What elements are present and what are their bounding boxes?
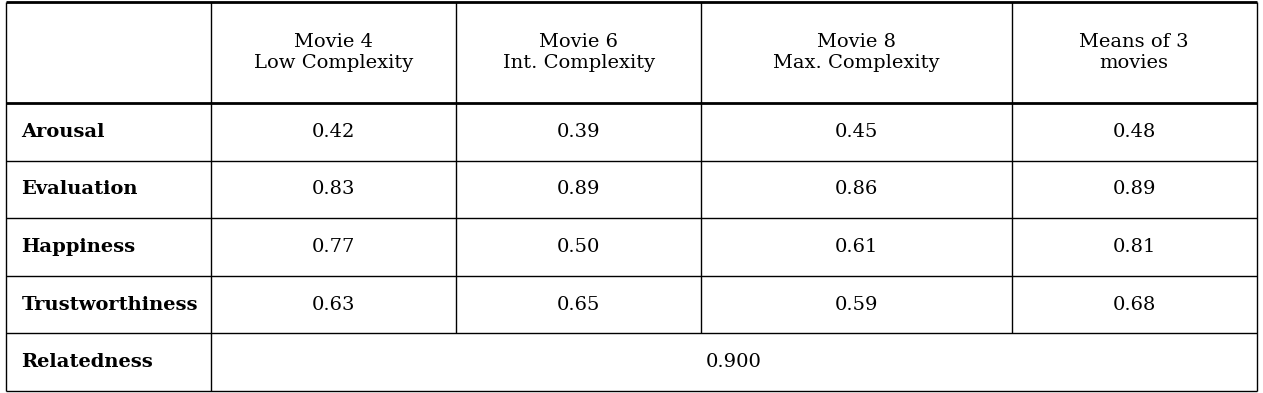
Text: 0.39: 0.39 — [557, 123, 600, 141]
Text: 0.89: 0.89 — [557, 180, 600, 198]
Text: 0.89: 0.89 — [1113, 180, 1156, 198]
Text: Means of 3
movies: Means of 3 movies — [1080, 33, 1188, 72]
Text: 0.65: 0.65 — [557, 296, 600, 314]
Text: 0.42: 0.42 — [312, 123, 355, 141]
Text: 0.68: 0.68 — [1113, 296, 1156, 314]
Text: 0.59: 0.59 — [835, 296, 878, 314]
Text: 0.86: 0.86 — [835, 180, 878, 198]
Text: 0.61: 0.61 — [835, 238, 878, 256]
Text: 0.50: 0.50 — [557, 238, 600, 256]
Text: Happiness: Happiness — [21, 238, 135, 256]
Text: 0.45: 0.45 — [835, 123, 878, 141]
Text: Movie 6
Int. Complexity: Movie 6 Int. Complexity — [503, 33, 654, 72]
Text: 0.48: 0.48 — [1113, 123, 1156, 141]
Text: Relatedness: Relatedness — [21, 353, 153, 371]
Text: 0.83: 0.83 — [312, 180, 356, 198]
Text: Trustworthiness: Trustworthiness — [21, 296, 198, 314]
Text: 0.77: 0.77 — [312, 238, 355, 256]
Text: 0.81: 0.81 — [1113, 238, 1156, 256]
Text: Arousal: Arousal — [21, 123, 105, 141]
Text: 0.63: 0.63 — [312, 296, 356, 314]
Text: Movie 4
Low Complexity: Movie 4 Low Complexity — [254, 33, 413, 72]
Text: Movie 8
Max. Complexity: Movie 8 Max. Complexity — [773, 33, 940, 72]
Text: 0.900: 0.900 — [706, 353, 762, 371]
Text: Evaluation: Evaluation — [21, 180, 138, 198]
